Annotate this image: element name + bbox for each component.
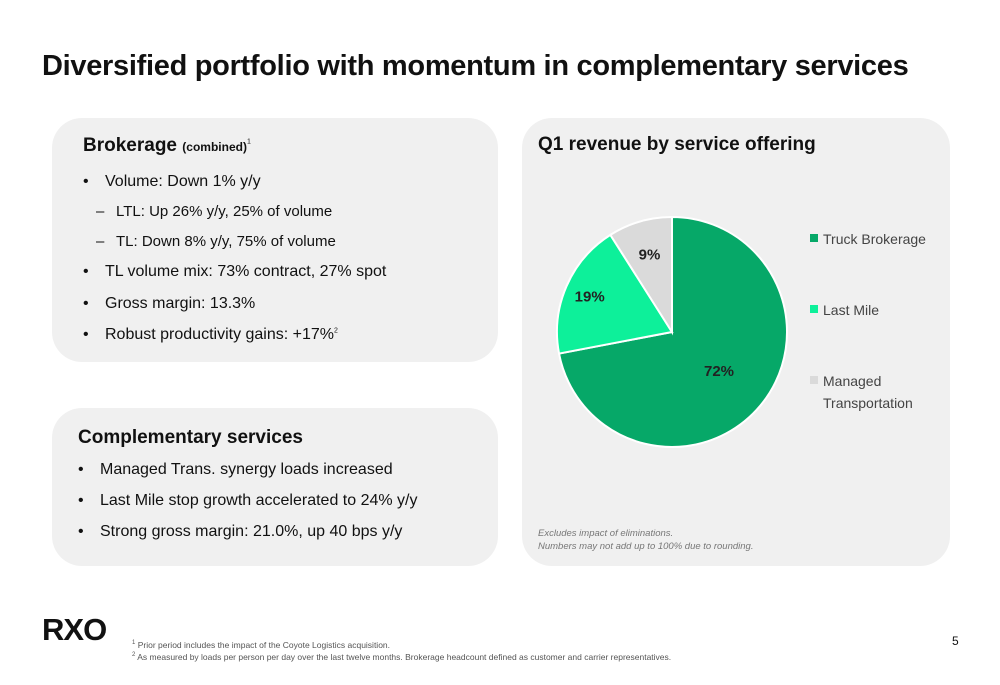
page-title: Diversified portfolio with momentum in c…	[42, 50, 909, 82]
pie-chart: 72% 19% 9%	[556, 215, 788, 448]
list-item-text: Gross margin: 13.3%	[105, 295, 256, 312]
complementary-heading: Complementary services	[78, 427, 303, 448]
data-label-truck-brokerage: 72%	[704, 363, 734, 380]
chart-note: Numbers may not add up to 100% due to ro…	[538, 541, 754, 552]
company-logo: RXO	[42, 612, 107, 647]
data-label-last-mile: 19%	[575, 288, 605, 305]
list-item: • Managed Trans. synergy loads increased	[78, 461, 393, 479]
list-item-text: Strong gross margin: 21.0%, up 40 bps y/…	[100, 523, 403, 540]
list-item-text: TL volume mix: 73% contract, 27% spot	[105, 263, 387, 280]
dash-marker: –	[96, 203, 105, 220]
list-item: • Last Mile stop growth accelerated to 24…	[78, 492, 418, 510]
list-item-text: Robust productivity gains: +17%	[105, 326, 335, 343]
bullet-marker: •	[83, 295, 89, 312]
list-item: • Robust productivity gains: +17%2	[83, 326, 338, 344]
list-item: • Strong gross margin: 21.0%, up 40 bps y…	[78, 523, 402, 541]
legend-swatch	[810, 234, 818, 242]
bullet-marker: •	[78, 492, 84, 509]
list-item-text: LTL: Up 26% y/y, 25% of volume	[116, 203, 333, 220]
footnote: 2 As measured by loads per person per da…	[132, 652, 671, 662]
legend-label: Managed	[823, 373, 882, 389]
footnote-ref: 1	[246, 138, 251, 146]
footnote-text: As measured by loads per person per day …	[137, 652, 672, 662]
data-label-managed-transportation: 9%	[639, 247, 661, 264]
bullet-marker: •	[78, 523, 84, 540]
pie-slice-last-mile	[556, 233, 674, 355]
chart-note: Excludes impact of eliminations.	[538, 528, 674, 539]
sub-list-item: – TL: Down 8% y/y, 75% of volume	[96, 233, 336, 250]
list-item-text: TL: Down 8% y/y, 75% of volume	[116, 233, 336, 250]
page-number: 5	[952, 634, 959, 648]
list-item-text: Managed Trans. synergy loads increased	[100, 461, 393, 478]
footnote: 1 Prior period includes the impact of th…	[132, 640, 390, 650]
legend-label: Truck Brokerage	[823, 231, 926, 247]
bullet-marker: •	[83, 263, 89, 280]
dash-marker: –	[96, 233, 105, 250]
brokerage-heading: Brokerage (combined)1	[83, 135, 251, 157]
bullet-marker: •	[83, 326, 89, 343]
sub-list-item: – LTL: Up 26% y/y, 25% of volume	[96, 203, 332, 220]
bullet-marker: •	[78, 461, 84, 478]
brokerage-heading-suffix: (combined)	[182, 140, 247, 154]
legend-label-line2: Transportation	[823, 395, 913, 411]
pie-slice-managed-transportation	[608, 215, 673, 336]
chart-panel: Q1 revenue by service offering 72% 19% 9% …	[522, 118, 950, 566]
list-item: • Gross margin: 13.3%	[83, 295, 255, 313]
complementary-panel: Complementary services • Managed Trans. s…	[52, 408, 498, 566]
chart-title: Q1 revenue by service offering	[538, 134, 816, 155]
list-item: • TL volume mix: 73% contract, 27% spot	[83, 263, 386, 281]
list-item: • Volume: Down 1% y/y	[83, 173, 261, 191]
footnote-number: 1	[132, 640, 136, 647]
footnote-ref: 2	[334, 327, 338, 335]
brokerage-heading-text: Brokerage	[83, 135, 177, 156]
footnote-number: 2	[132, 652, 136, 659]
list-item-text: Last Mile stop growth accelerated to 24%…	[100, 492, 418, 509]
legend-label: Last Mile	[823, 302, 880, 318]
list-item-text: Volume: Down 1% y/y	[105, 173, 261, 190]
bullet-marker: •	[83, 173, 89, 190]
legend-swatch	[810, 305, 818, 313]
legend-swatch	[810, 376, 818, 384]
footnote-text: Prior period includes the impact of the …	[137, 640, 391, 650]
brokerage-panel: Brokerage (combined)1 • Volume: Down 1% y…	[52, 118, 498, 362]
